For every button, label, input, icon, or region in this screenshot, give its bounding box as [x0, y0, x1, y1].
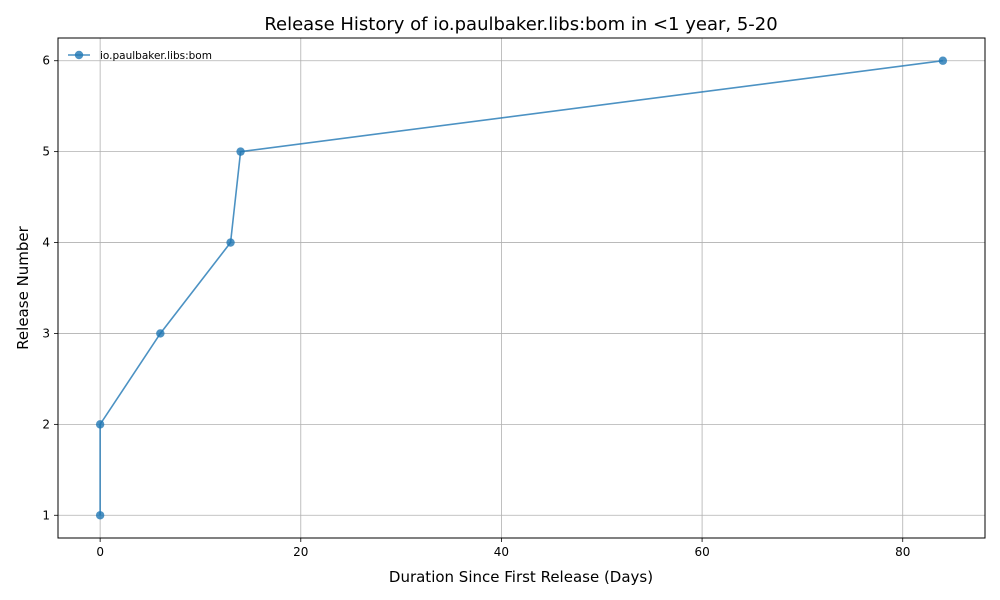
y-tick-label: 6 — [42, 54, 50, 68]
series-line — [99, 59, 943, 516]
axis-ticks: 0 20 40 60 80 1 2 3 4 5 6 — [42, 54, 910, 559]
legend: io.paulbaker.libs:bom — [68, 50, 212, 62]
data-point — [236, 147, 245, 156]
data-point — [938, 56, 948, 65]
plot-frame — [57, 37, 986, 539]
data-point — [156, 329, 165, 338]
x-tick-label: 0 — [96, 545, 104, 559]
data-point — [226, 238, 235, 247]
data-point — [95, 511, 105, 520]
chart-title: Release History of io.paulbaker.libs:bom… — [264, 14, 777, 35]
x-tick-label: 40 — [494, 545, 509, 559]
y-tick-label: 5 — [42, 145, 50, 159]
y-tick-label: 2 — [42, 417, 50, 431]
series-layer — [95, 56, 948, 520]
grid-lines — [58, 38, 985, 538]
x-tick-label: 80 — [895, 545, 910, 559]
data-point — [95, 420, 105, 429]
legend-label: io.paulbaker.libs:bom — [100, 50, 212, 62]
legend-point-marker — [74, 50, 84, 60]
y-tick-label: 1 — [42, 508, 50, 522]
x-axis-label: Duration Since First Release (Days) — [389, 568, 653, 586]
x-tick-label: 20 — [293, 545, 308, 559]
y-tick-label: 3 — [42, 326, 50, 340]
y-tick-label: 4 — [42, 236, 50, 250]
x-tick-label: 60 — [694, 545, 709, 559]
y-axis-label: Release Number — [14, 225, 32, 349]
